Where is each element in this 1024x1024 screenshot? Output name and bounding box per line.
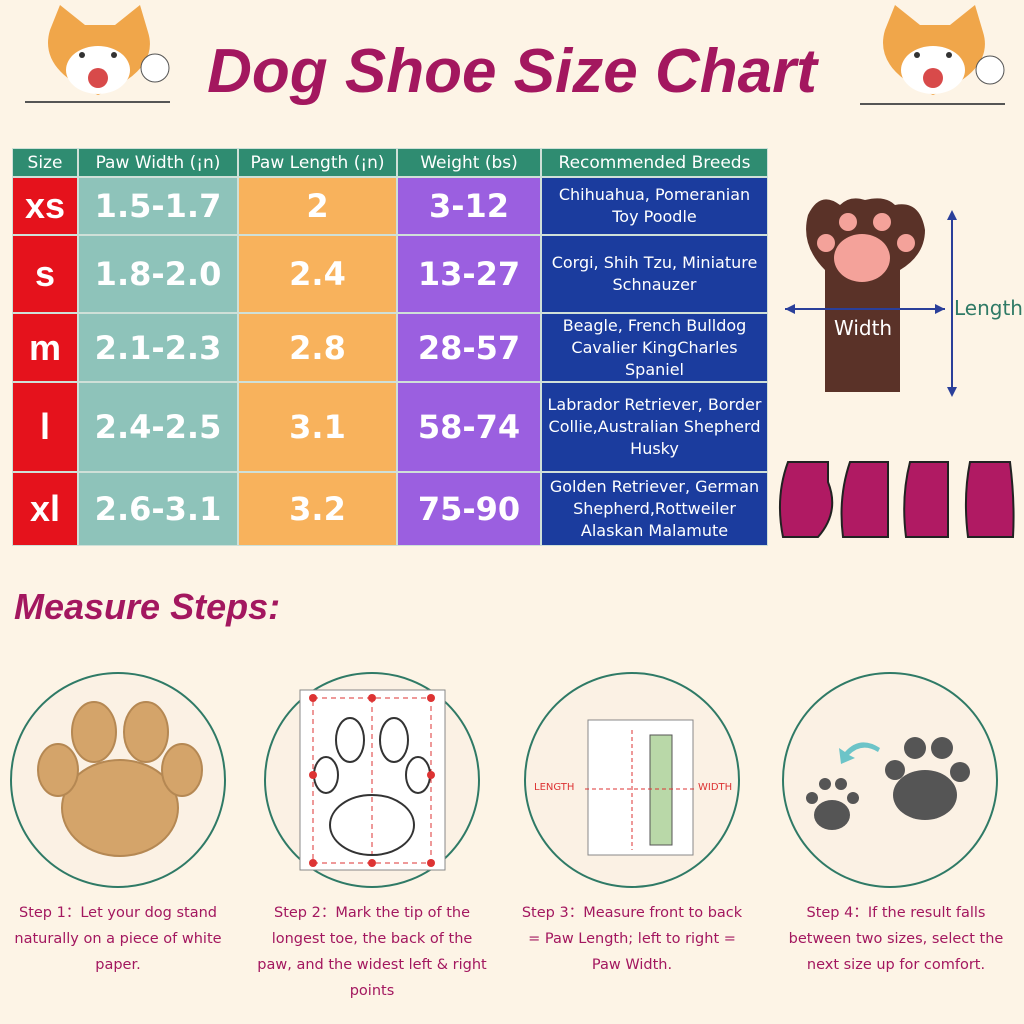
size-cell: l: [12, 382, 78, 472]
value-cell: 13-27: [397, 235, 541, 313]
value-cell: 3.2: [238, 472, 397, 546]
value-cell: 28-57: [397, 313, 541, 382]
corgi-left: [25, 5, 170, 103]
step-text: Step 3：Measure front to back = Paw Lengt…: [521, 905, 743, 973]
value-cell: 3.1: [238, 382, 397, 472]
value-cell: 2: [238, 177, 397, 235]
breeds-cell: Golden Retriever, German Shepherd,Rottwei…: [541, 472, 768, 546]
size-cell: m: [12, 313, 78, 382]
paw-boot: [785, 198, 957, 397]
step-text: Step 1：Let your dog stand naturally on a…: [14, 905, 222, 973]
breeds-cell: Beagle, French Bulldog Cavalier KingCharl…: [541, 313, 768, 382]
step-text: Step 4：If the result falls between two s…: [788, 905, 1004, 973]
header-cell: Paw Length (¡n): [238, 148, 397, 177]
step3-width-label: WIDTH: [698, 782, 733, 793]
header-cell: Recommended Breeds: [541, 148, 768, 177]
value-cell: 2.6-3.1: [78, 472, 238, 546]
steps-title: Measure Steps:: [14, 586, 281, 627]
step3-length-label: LENGTH: [534, 782, 575, 793]
value-cell: 2.4: [238, 235, 397, 313]
value-cell: 2.1-2.3: [78, 313, 238, 382]
value-cell: 1.8-2.0: [78, 235, 238, 313]
breed-line: Beagle, French Bulldog: [562, 315, 747, 335]
step4-paws: [806, 737, 970, 830]
step3-drawing: [585, 719, 695, 856]
breeds-cell: Labrador Retriever, Border Collie,Austral…: [541, 382, 768, 472]
breed-line: Labrador Retriever, Border: [547, 395, 762, 414]
header-cell: Weight (bs): [397, 148, 541, 177]
size-table: Size Paw Width (¡n) Paw Length (¡n) Weight …: [12, 148, 768, 546]
breed-line: Cavalier KingCharles: [571, 337, 738, 357]
value-cell: 1.5-1.7: [78, 177, 238, 235]
breed-line: Husky: [630, 439, 679, 458]
breeds-cell: Corgi, Shih Tzu, Miniature Schnauzer: [541, 235, 768, 313]
width-label: Width: [834, 316, 893, 340]
title: Dog Shoe Size Chart: [207, 37, 817, 106]
step2-drawing: [299, 689, 446, 871]
breed-line: Shepherd,Rottweiler: [573, 499, 736, 518]
corgi-right: [860, 5, 1005, 105]
breed-line: Toy Poodle: [612, 207, 697, 226]
header-cell: Size: [12, 148, 78, 177]
header-cell: Paw Width (¡n): [78, 148, 238, 177]
length-label: Length: [954, 296, 1023, 320]
value-cell: 2.8: [238, 313, 397, 382]
breed-line: Golden Retriever, German: [549, 477, 760, 496]
breed-line: Schnauzer: [612, 275, 697, 294]
breed-line: Collie,Australian Shepherd: [548, 417, 761, 436]
breed-line: Alaskan Malamute: [580, 521, 729, 540]
breed-line: Corgi, Shih Tzu, Miniature: [551, 253, 758, 272]
value-cell: 3-12: [397, 177, 541, 235]
step1-paw: [37, 701, 203, 857]
breed-line: Chihuahua, Pomeranian: [558, 185, 751, 204]
size-cell: xs: [12, 177, 78, 235]
size-cell: xl: [12, 472, 78, 546]
size-cell: s: [12, 235, 78, 313]
value-cell: 2.4-2.5: [78, 382, 238, 472]
breed-line: Spaniel: [625, 359, 684, 379]
shoes: [779, 461, 1015, 538]
step-text: Step 2：Mark the tip of the longest toe, …: [257, 905, 487, 999]
value-cell: 75-90: [397, 472, 541, 546]
value-cell: 58-74: [397, 382, 541, 472]
breeds-cell: Chihuahua, Pomeranian Toy Poodle: [541, 177, 768, 235]
